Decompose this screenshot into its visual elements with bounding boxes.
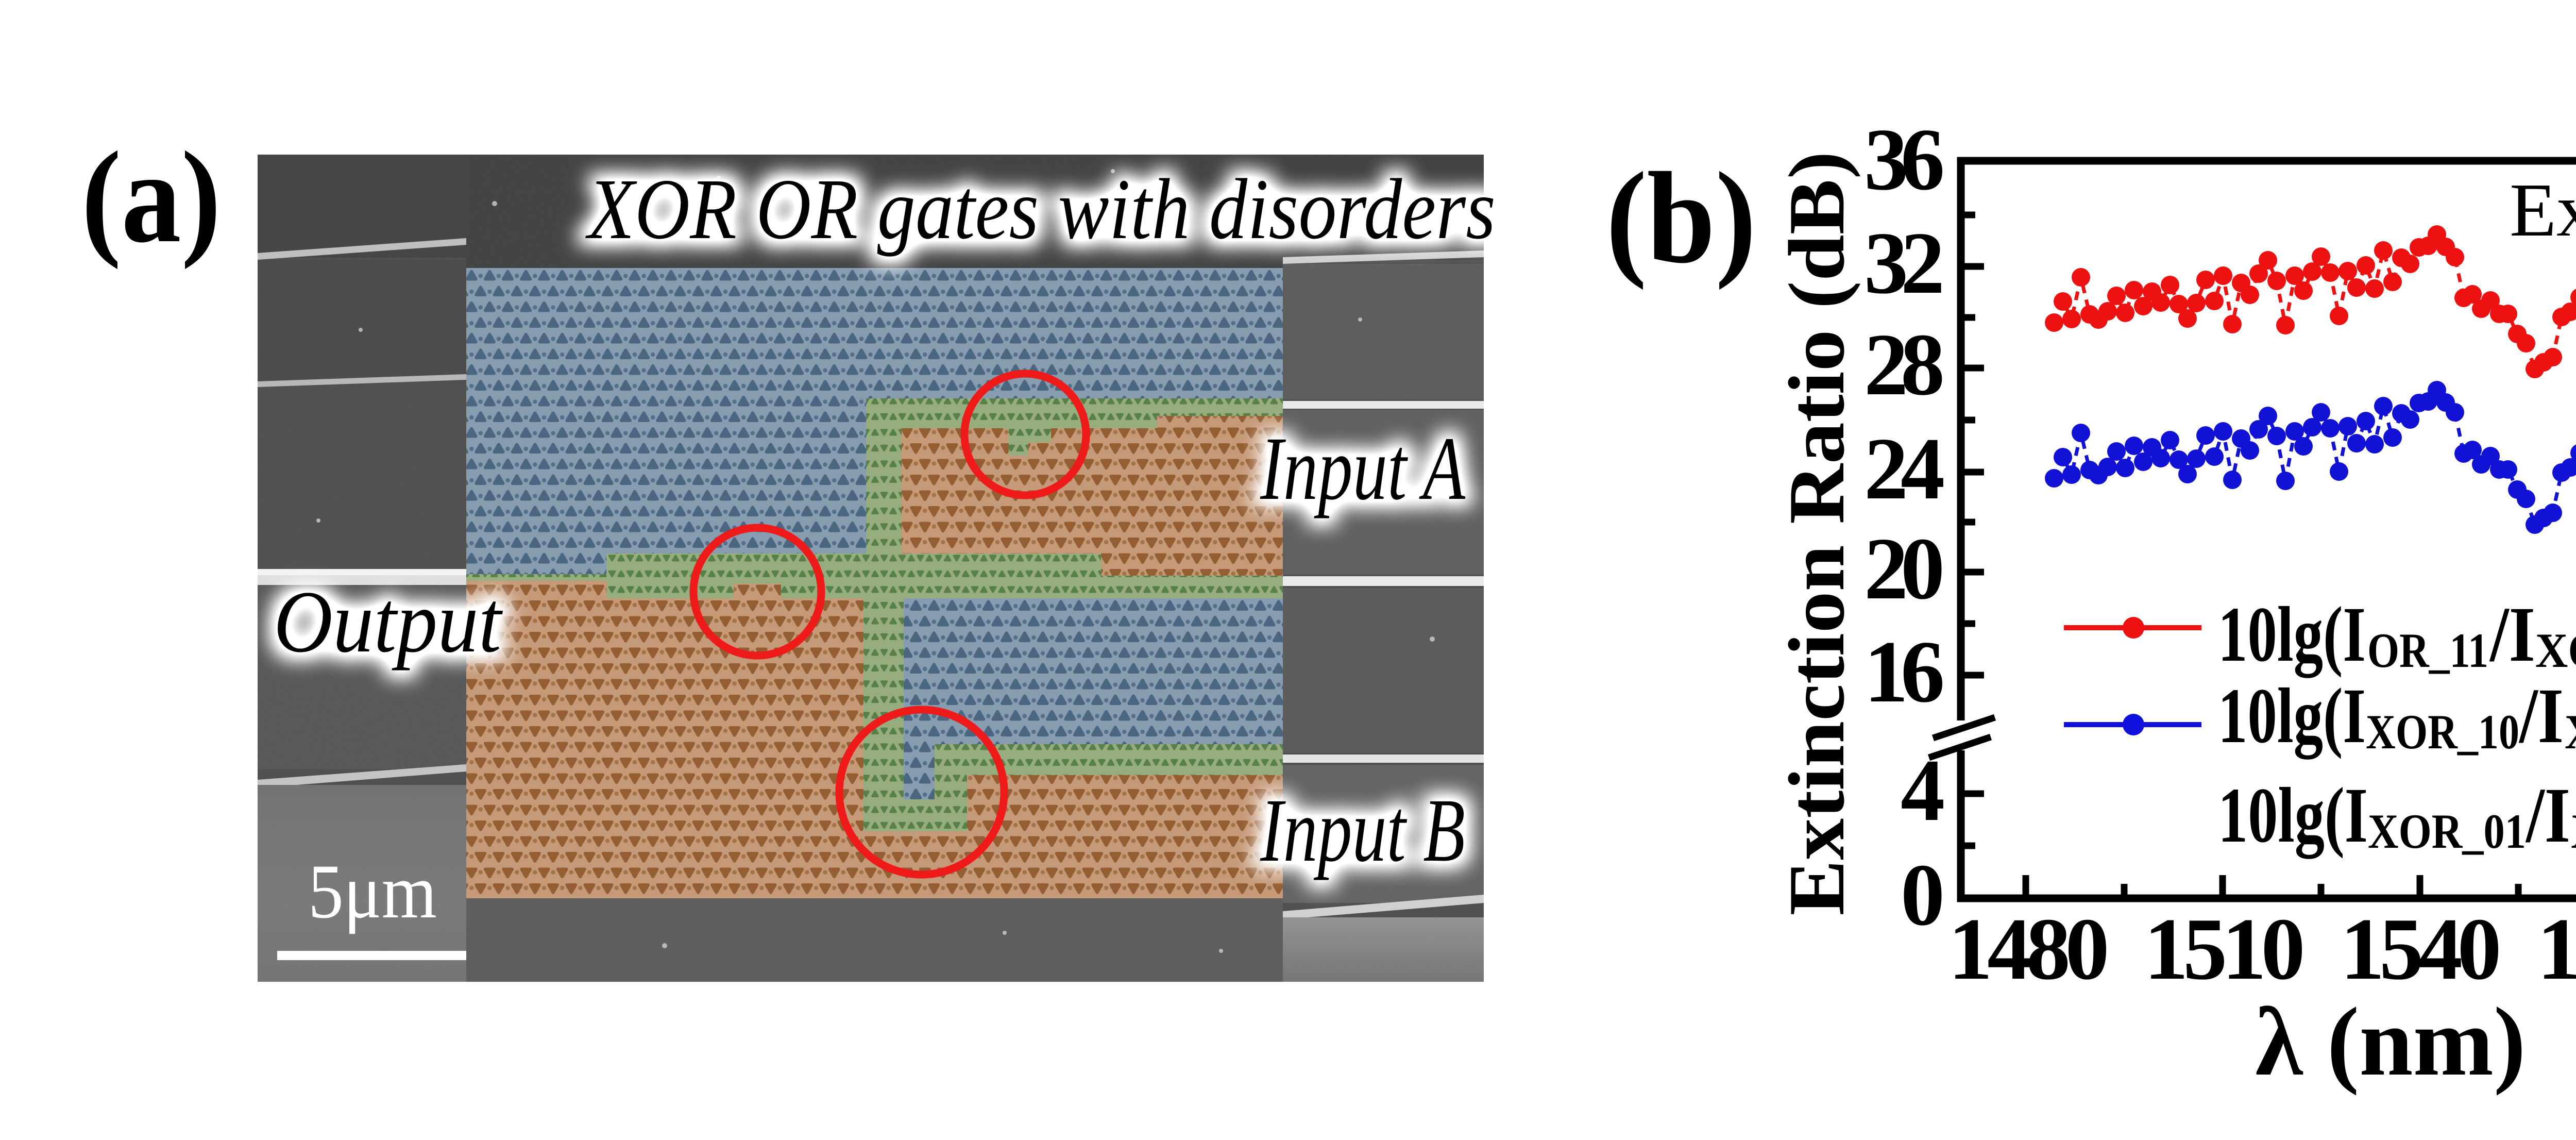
svg-text:Experiment: Experiment bbox=[2510, 168, 2576, 253]
svg-text:OR_11: OR_11 bbox=[2367, 623, 2488, 678]
svg-text:1540: 1540 bbox=[2341, 900, 2502, 998]
svg-text:XOR_11: XOR_11 bbox=[2571, 804, 2576, 859]
svg-text:(a): (a) bbox=[81, 125, 221, 270]
svg-text:XOR_01: XOR_01 bbox=[2368, 804, 2526, 859]
svg-text:Input A: Input A bbox=[1260, 418, 1466, 519]
svg-text:(b): (b) bbox=[1606, 145, 1756, 290]
svg-text:XOR_11: XOR_11 bbox=[2535, 623, 2576, 678]
svg-text:/I: /I bbox=[2518, 673, 2564, 760]
svg-text:Input B: Input B bbox=[1260, 780, 1465, 881]
svg-text:XOR_11: XOR_11 bbox=[2565, 705, 2576, 759]
svg-text:16: 16 bbox=[1864, 623, 1945, 721]
svg-text:28: 28 bbox=[1864, 316, 1945, 414]
svg-text:20: 20 bbox=[1864, 520, 1945, 618]
svg-text:10lg(I: 10lg(I bbox=[2218, 772, 2368, 859]
svg-text:Output: Output bbox=[274, 573, 503, 671]
svg-text:10lg(I: 10lg(I bbox=[2218, 673, 2366, 760]
svg-text:1570: 1570 bbox=[2537, 900, 2576, 998]
svg-text:24: 24 bbox=[1864, 420, 1945, 518]
svg-text:1480: 1480 bbox=[1948, 900, 2110, 998]
svg-text:/I: /I bbox=[2489, 591, 2535, 678]
svg-text:XOR OR gates with disorders: XOR OR gates with disorders bbox=[585, 161, 1496, 257]
svg-text:4: 4 bbox=[1901, 742, 1945, 840]
svg-text:5μm: 5μm bbox=[308, 849, 437, 934]
svg-text:/I: /I bbox=[2525, 772, 2570, 859]
svg-text:36: 36 bbox=[1864, 111, 1945, 209]
svg-text:10lg(I: 10lg(I bbox=[2218, 591, 2366, 678]
svg-text:λ (nm): λ (nm) bbox=[2256, 988, 2526, 1096]
svg-text:32: 32 bbox=[1864, 214, 1945, 312]
svg-text:1510: 1510 bbox=[2144, 900, 2306, 998]
svg-text:XOR_10: XOR_10 bbox=[2366, 705, 2519, 759]
svg-text:0: 0 bbox=[1901, 846, 1945, 944]
svg-text:Extinction Ratio (dB): Extinction Ratio (dB) bbox=[1772, 152, 1861, 916]
